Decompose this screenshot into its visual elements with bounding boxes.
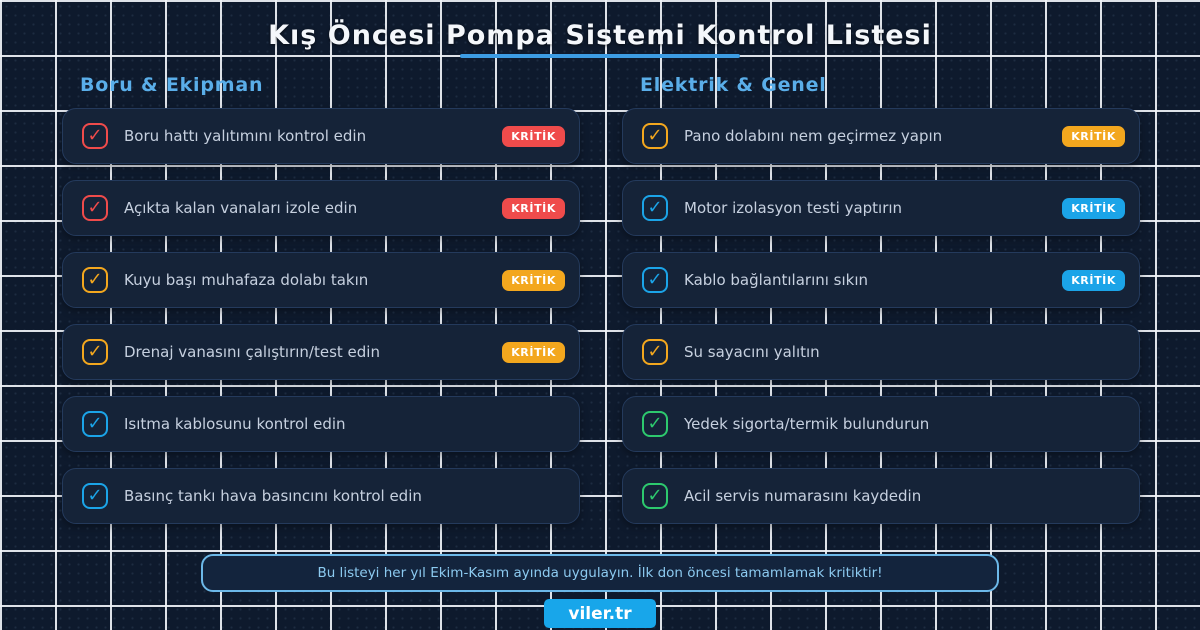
checklist-item-label: Acil servis numarasını kaydedin [684,487,922,505]
checked-checkbox-icon[interactable]: ✓ [642,339,668,365]
checklist-item-label: Kuyu başı muhafaza dolabı takın [124,271,369,289]
checked-checkbox-icon[interactable]: ✓ [82,339,108,365]
checklist-item-label: Isıtma kablosunu kontrol edin [124,415,346,433]
checklist-item[interactable]: ✓ Su sayacını yalıtın [622,324,1140,380]
checklist-item-label: Kablo bağlantılarını sıkın [684,271,869,289]
checklist-item[interactable]: ✓ Acil servis numarasını kaydedin [622,468,1140,524]
critical-badge: KRİTİK [502,341,565,363]
critical-badge: KRİTİK [502,197,565,219]
checklist-items: ✓ Boru hattı yalıtımını kontrol edin KRİ… [62,108,580,524]
critical-badge: KRİTİK [1062,125,1125,147]
checked-checkbox-icon[interactable]: ✓ [82,483,108,509]
checklist-item-label: Açıkta kalan vanaları izole edin [124,199,358,217]
brand-badge: viler.tr [544,599,656,628]
checklist-item-label: Su sayacını yalıtın [684,343,820,361]
footer-note-text: Bu listeyi her yıl Ekim-Kasım ayında uyg… [317,565,883,581]
checklist-items: ✓ Pano dolabını nem geçirmez yapın KRİTİ… [622,108,1140,524]
checklist-item-label: Basınç tankı hava basıncını kontrol edin [124,487,422,505]
page-title: Kış Öncesi Pompa Sistemi Kontrol Listesi [268,20,932,51]
checked-checkbox-icon[interactable]: ✓ [642,195,668,221]
critical-badge: KRİTİK [502,269,565,291]
title-underline [460,54,740,58]
brand-label: viler.tr [568,603,632,624]
checklist-item[interactable]: ✓ Pano dolabını nem geçirmez yapın KRİTİ… [622,108,1140,164]
checked-checkbox-icon[interactable]: ✓ [82,411,108,437]
column-pipe-equipment: Boru & Ekipman ✓ Boru hattı yalıtımını k… [62,74,580,540]
checked-checkbox-icon[interactable]: ✓ [642,411,668,437]
checklist-item[interactable]: ✓ Boru hattı yalıtımını kontrol edin KRİ… [62,108,580,164]
critical-badge: KRİTİK [1062,197,1125,219]
checklist-item-label: Pano dolabını nem geçirmez yapın [684,127,943,145]
checked-checkbox-icon[interactable]: ✓ [82,195,108,221]
checklist-item[interactable]: ✓ Açıkta kalan vanaları izole edin KRİTİ… [62,180,580,236]
checklist-item[interactable]: ✓ Yedek sigorta/termik bulundurun [622,396,1140,452]
column-electric-general: Elektrik & Genel ✓ Pano dolabını nem geç… [622,74,1140,540]
checklist-item-label: Boru hattı yalıtımını kontrol edin [124,127,367,145]
checklist-item-label: Drenaj vanasını çalıştırın/test edin [124,343,380,361]
checked-checkbox-icon[interactable]: ✓ [82,267,108,293]
checked-checkbox-icon[interactable]: ✓ [642,483,668,509]
checked-checkbox-icon[interactable]: ✓ [642,123,668,149]
checklist-item[interactable]: ✓ Basınç tankı hava basıncını kontrol ed… [62,468,580,524]
checked-checkbox-icon[interactable]: ✓ [642,267,668,293]
checklist-item[interactable]: ✓ Motor izolasyon testi yaptırın KRİTİK [622,180,1140,236]
checklist-columns: Boru & Ekipman ✓ Boru hattı yalıtımını k… [62,74,1140,540]
critical-badge: KRİTİK [502,125,565,147]
column-header: Boru & Ekipman [80,74,264,96]
checklist-item-label: Yedek sigorta/termik bulundurun [684,415,930,433]
footer-note: Bu listeyi her yıl Ekim-Kasım ayında uyg… [201,554,999,592]
checklist-item[interactable]: ✓ Isıtma kablosunu kontrol edin [62,396,580,452]
column-header: Elektrik & Genel [640,74,827,96]
checklist-item[interactable]: ✓ Kuyu başı muhafaza dolabı takın KRİTİK [62,252,580,308]
checklist-item-label: Motor izolasyon testi yaptırın [684,199,903,217]
checked-checkbox-icon[interactable]: ✓ [82,123,108,149]
checklist-item[interactable]: ✓ Drenaj vanasını çalıştırın/test edin K… [62,324,580,380]
checklist-item[interactable]: ✓ Kablo bağlantılarını sıkın KRİTİK [622,252,1140,308]
critical-badge: KRİTİK [1062,269,1125,291]
